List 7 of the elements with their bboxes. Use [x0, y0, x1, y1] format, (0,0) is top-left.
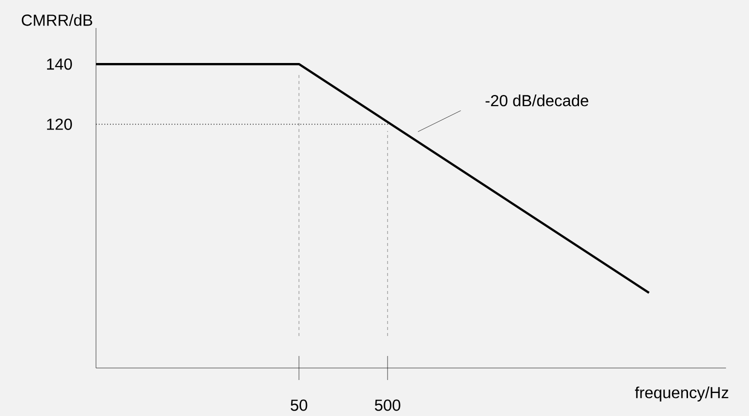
- x-axis-title: frequency/Hz: [634, 386, 728, 402]
- x-tick-label: 50: [290, 400, 308, 411]
- y-tick-label: 140: [47, 58, 72, 70]
- y-tick-label: 120: [47, 118, 72, 130]
- annotation: -20 dB/decade: [486, 94, 588, 106]
- x-tick-label: 500: [374, 400, 400, 411]
- y-axis-title: CMRR/dB: [22, 14, 92, 26]
